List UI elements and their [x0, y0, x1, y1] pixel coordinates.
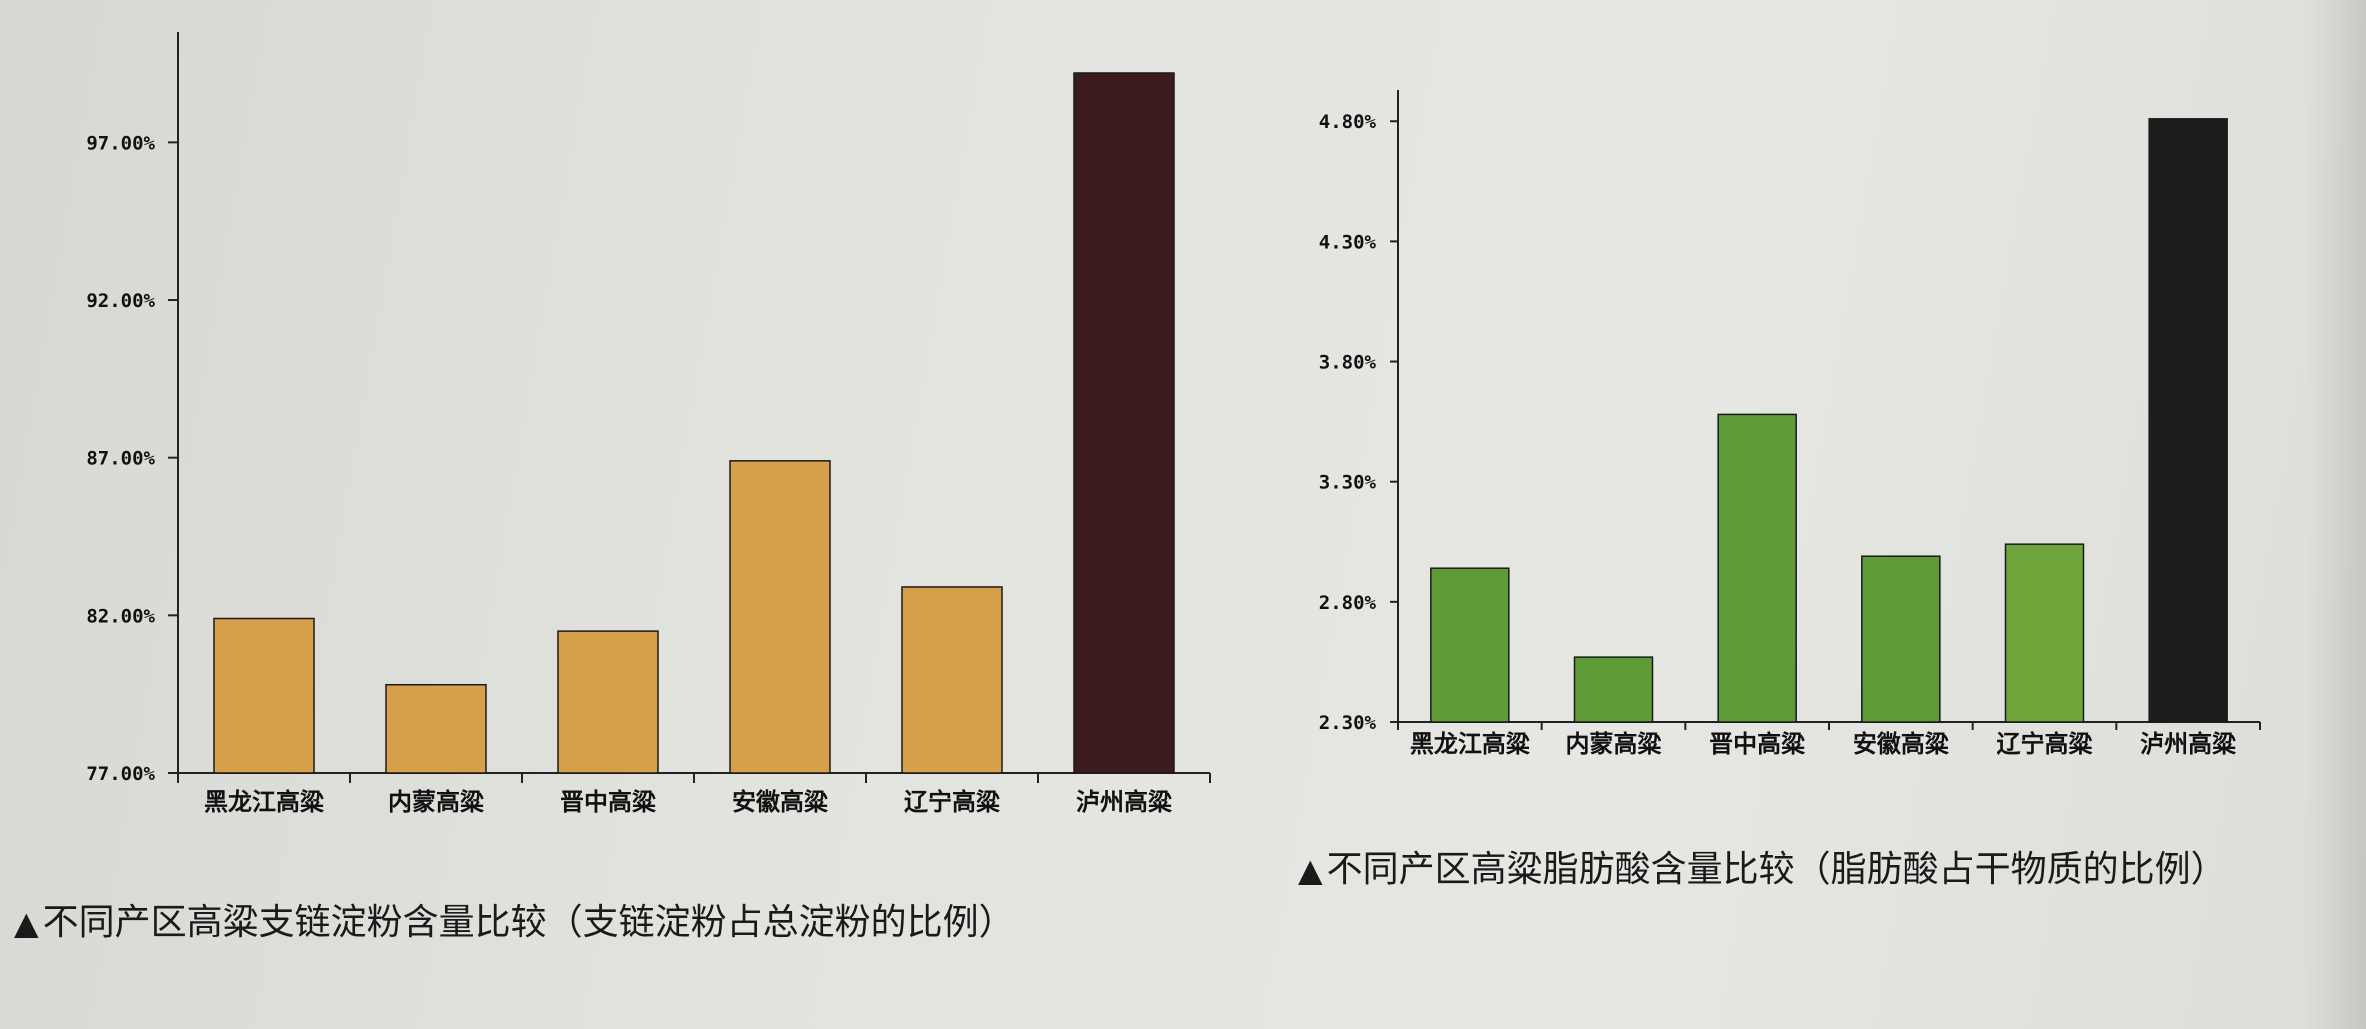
amylopectin-bar	[557, 630, 659, 774]
amylopectin-category-label: 安徽高粱	[732, 788, 828, 816]
fatty-acid-bar	[2148, 118, 2228, 723]
amylopectin-category-label: 黑龙江高粱	[204, 788, 324, 816]
fatty-acid-bar	[1861, 555, 1941, 723]
fatty-acid-category-label: 内蒙高粱	[1566, 730, 1662, 758]
fatty-acid-y-tick-label: 3.80%	[1319, 352, 1377, 374]
fatty-acid-caption: ▲ 不同产区高粱脂肪酸含量比较（脂肪酸占干物质的比例）	[1298, 840, 2227, 892]
fatty-acid-y-tick-label: 4.80%	[1319, 111, 1377, 133]
fatty-acid-category-label: 泸州高粱	[2140, 730, 2236, 758]
amylopectin-y-tick-label: 77.00%	[86, 763, 155, 785]
amylopectin-y-tick-label: 87.00%	[86, 448, 155, 470]
fatty-acid-y-tick-label: 2.80%	[1319, 592, 1377, 614]
amylopectin-bar	[901, 586, 1003, 774]
amylopectin-plot: 77.00% 82.00% 87.00% 92.00% 97.00% 黑龙江高粱 内蒙高粱 晋…	[86, 32, 1211, 816]
amylopectin-chart-title: 不同产区高粱支链淀粉含量比较（支链淀粉占总淀粉的比例）	[42, 902, 1015, 943]
amylopectin-category-label: 内蒙高粱	[388, 788, 484, 816]
fatty-acid-plot: 2.30% 2.80% 3.30% 3.80% 4.30% 4.80% 黑龙江高粱 内蒙高粱 晋…	[1319, 90, 2261, 758]
amylopectin-category-label: 泸州高粱	[1076, 788, 1172, 816]
fatty-acid-y-tick-label: 2.30%	[1319, 712, 1377, 734]
amylopectin-bar	[1073, 72, 1175, 774]
fatty-acid-category-label: 辽宁高粱	[1997, 730, 2093, 758]
amylopectin-bar	[385, 683, 487, 774]
fatty-acid-chart-title: 不同产区高粱脂肪酸含量比较（脂肪酸占干物质的比例）	[1326, 849, 2227, 890]
fatty-acid-category-label: 晋中高粱	[1709, 730, 1805, 758]
page-edge-shadow	[2306, 0, 2366, 1029]
amylopectin-y-tick-label: 97.00%	[86, 132, 155, 154]
amylopectin-category-label: 辽宁高粱	[904, 788, 1000, 816]
amylopectin-category-label: 晋中高粱	[560, 788, 656, 816]
amylopectin-y-tick-label: 82.00%	[86, 605, 155, 627]
fatty-acid-bar	[1573, 656, 1654, 723]
fatty-acid-bar	[2004, 543, 2085, 723]
amylopectin-caption: ▲ 不同产区高粱支链淀粉含量比较（支链淀粉占总淀粉的比例）	[14, 893, 1015, 945]
caption-triangle-icon: ▲	[1298, 851, 1323, 889]
fatty-acid-bar	[1430, 567, 1510, 723]
caption-triangle-icon: ▲	[14, 904, 39, 942]
amylopectin-bar	[729, 460, 831, 774]
fatty-acid-category-label: 黑龙江高粱	[1410, 730, 1530, 758]
fatty-acid-category-label: 安徽高粱	[1853, 730, 1949, 758]
fatty-acid-y-tick-label: 4.30%	[1319, 231, 1377, 253]
fatty-acid-y-tick-label: 3.30%	[1319, 472, 1377, 494]
fatty-acid-bar	[1717, 413, 1797, 723]
amylopectin-y-tick-label: 92.00%	[86, 290, 155, 312]
amylopectin-bar	[213, 617, 315, 774]
